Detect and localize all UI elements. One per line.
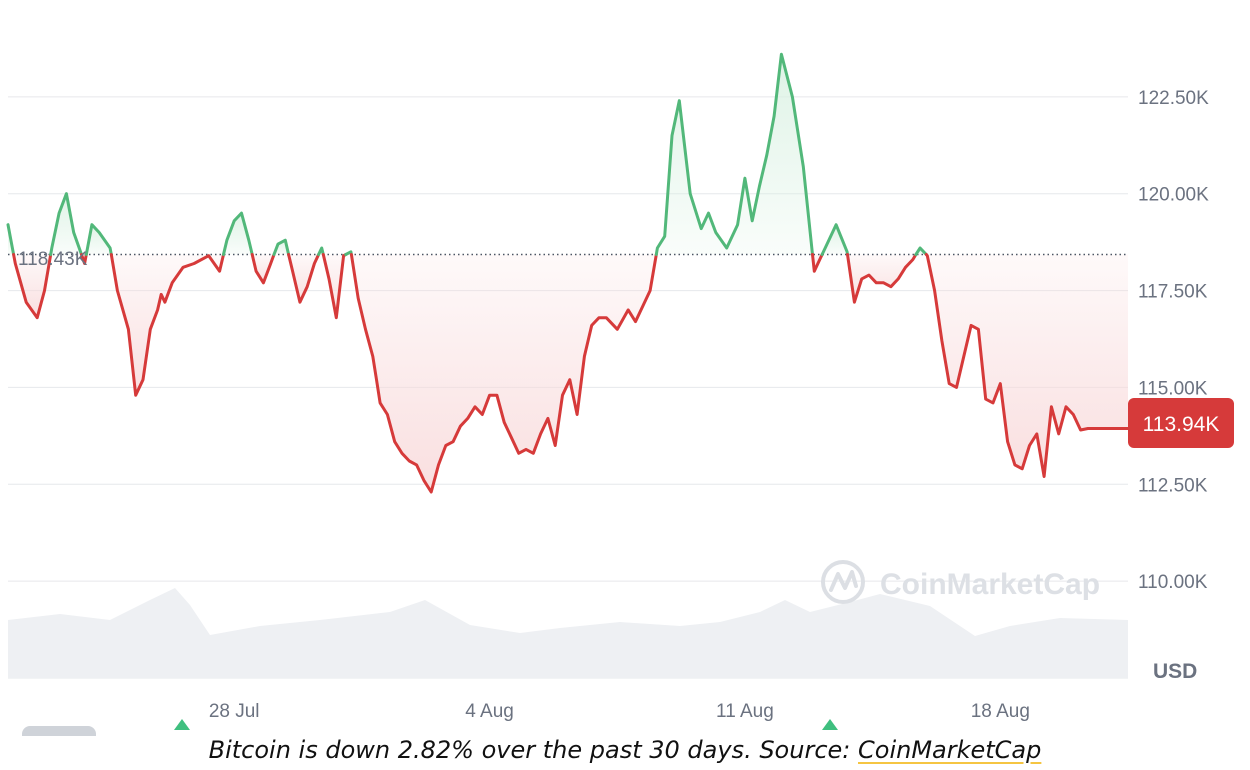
baseline-label: 118.43K bbox=[18, 249, 88, 270]
price-line-up bbox=[6, 223, 16, 256]
y-tick-label: 110.00K bbox=[1138, 572, 1208, 593]
price-line-up bbox=[654, 52, 814, 256]
x-tick-label: 11 Aug bbox=[716, 701, 774, 722]
x-tick-label: 18 Aug bbox=[971, 701, 1030, 722]
price-area-fill bbox=[8, 54, 1128, 492]
above-baseline-fill bbox=[50, 193, 82, 255]
volume-shape bbox=[8, 588, 1128, 678]
price-line-up bbox=[272, 238, 291, 256]
below-baseline-fill bbox=[288, 254, 319, 303]
above-baseline-fill bbox=[656, 54, 813, 255]
price-line-down bbox=[924, 253, 1130, 478]
chart-caption: Bitcoin is down 2.82% over the past 30 d… bbox=[0, 730, 1250, 770]
x-axis-ticks: 28 Jul 4 Aug 11 Aug 18 Aug bbox=[209, 701, 1030, 722]
price-line-down bbox=[12, 253, 53, 320]
x-tick-label: 4 Aug bbox=[465, 701, 514, 722]
below-baseline-fill bbox=[111, 254, 224, 396]
coinmarketcap-logo-icon bbox=[821, 560, 865, 604]
caption-text: Bitcoin is down 2.82% over the past 30 d… bbox=[208, 736, 858, 764]
price-line-up bbox=[84, 223, 113, 256]
event-marker-icon[interactable] bbox=[822, 719, 838, 730]
above-baseline-fill bbox=[822, 224, 848, 255]
price-line-down bbox=[287, 253, 321, 304]
price-line-down bbox=[109, 253, 225, 397]
y-tick-label: 120.00K bbox=[1138, 185, 1209, 206]
current-price-label: 113.94K bbox=[1143, 413, 1220, 436]
price-line-up bbox=[914, 246, 928, 256]
volume-area bbox=[8, 588, 1128, 678]
below-baseline-fill bbox=[351, 254, 657, 492]
event-marker-icon[interactable] bbox=[174, 719, 190, 730]
price-line-up bbox=[820, 223, 849, 256]
currency-label: USD bbox=[1153, 660, 1197, 683]
price-line-up bbox=[317, 246, 325, 256]
below-baseline-fill bbox=[926, 254, 1128, 477]
below-baseline-fill bbox=[252, 254, 274, 283]
x-tick-label: 28 Jul bbox=[209, 701, 260, 722]
above-baseline-fill bbox=[86, 224, 112, 255]
price-line-down bbox=[349, 253, 658, 494]
coinmarketcap-watermark: CoinMarketCap bbox=[821, 560, 1100, 604]
y-tick-label: 112.50K bbox=[1138, 475, 1208, 496]
below-baseline-fill bbox=[323, 254, 346, 318]
price-line-up bbox=[49, 192, 83, 256]
price-line-down bbox=[80, 253, 88, 265]
price-line-down bbox=[250, 253, 276, 285]
y-axis-ticks: 110.00K 112.50K 115.00K 117.50K 120.00K 122.5… bbox=[1138, 88, 1209, 593]
current-price-badge: 113.94K bbox=[1128, 398, 1234, 448]
source-link[interactable]: CoinMarketCap bbox=[858, 736, 1042, 764]
price-line-down bbox=[321, 253, 348, 320]
below-baseline-fill bbox=[847, 254, 916, 303]
watermark-text: CoinMarketCap bbox=[880, 568, 1100, 601]
price-line-up bbox=[222, 211, 254, 256]
above-baseline-fill bbox=[223, 213, 253, 255]
range-selector-handle[interactable] bbox=[22, 726, 96, 736]
price-line-down bbox=[811, 253, 824, 273]
y-tick-label: 117.50K bbox=[1138, 282, 1208, 303]
y-tick-label: 115.00K bbox=[1138, 378, 1208, 399]
y-tick-label: 122.50K bbox=[1138, 88, 1209, 109]
price-line bbox=[6, 52, 1130, 494]
price-chart: CoinMarketCap 118.43K 110.00K 112.50K 115.… bbox=[6, 52, 1234, 722]
price-line-down bbox=[846, 253, 918, 304]
